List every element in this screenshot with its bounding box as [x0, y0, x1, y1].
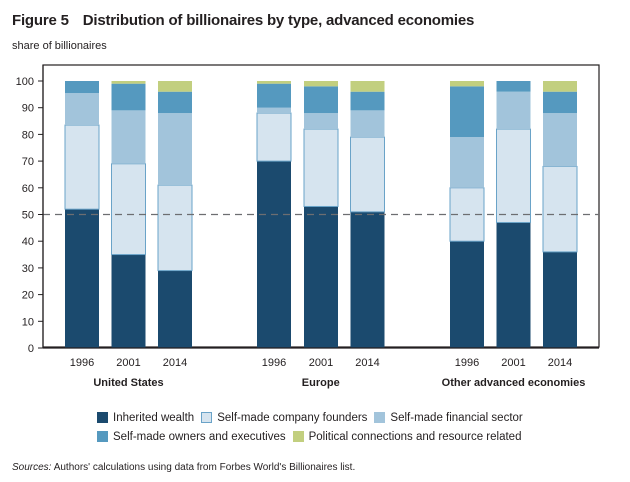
figure-title-text: Distribution of billionaires by type, ad… [82, 12, 475, 29]
x-tick-label: 1996 [70, 357, 94, 369]
sources-label: Sources: [12, 462, 52, 473]
sources-note: Sources: Authors' calculations using dat… [12, 462, 355, 473]
bar-segment [350, 81, 385, 92]
legend-swatch [97, 431, 108, 442]
bar-segment [304, 81, 338, 87]
group-label: Europe [302, 377, 340, 389]
bar-segment [158, 91, 192, 114]
bar-segment [65, 209, 99, 348]
y-tick-label: 10 [22, 316, 34, 328]
bar-segment [257, 161, 291, 348]
bar-segment [496, 91, 531, 130]
legend-item: Self-made financial sector [374, 411, 523, 424]
bar-segment [65, 93, 99, 126]
legend-swatch [97, 412, 108, 423]
y-tick-label: 50 [22, 210, 34, 222]
bar-segment [543, 81, 577, 92]
legend-item: Self-made owners and executives [97, 431, 286, 443]
x-tick-label: 1996 [262, 357, 286, 369]
legend-item: Inherited wealth [97, 412, 194, 424]
y-tick-label: 30 [22, 263, 34, 275]
y-axis-label: share of billionaires [12, 40, 107, 52]
x-tick-label: 2014 [548, 357, 572, 369]
bar-segment [350, 110, 385, 138]
bar-segment [450, 86, 484, 138]
bar-segment [111, 83, 146, 111]
group-label: Other advanced economies [442, 377, 586, 389]
y-tick-label: 90 [22, 103, 34, 115]
legend-row: Self-made owners and executives Political… [97, 427, 530, 446]
bar-segment [157, 184, 193, 272]
bar-segment [257, 81, 291, 84]
bar-segment [350, 136, 385, 213]
bar-segment [304, 206, 338, 348]
bar-segment [450, 241, 484, 348]
bar-segment [543, 91, 577, 114]
legend-item: Self-made company founders [201, 412, 367, 424]
bar-segment [257, 83, 291, 108]
x-tick-label: 2001 [116, 357, 140, 369]
bar-segment [111, 163, 146, 256]
bar-segment [111, 254, 146, 348]
x-tick-label: 1996 [455, 357, 479, 369]
x-tick-label: 2001 [309, 357, 333, 369]
legend-label: Self-made company founders [217, 411, 368, 424]
legend-swatch [201, 412, 213, 423]
legend-label: Self-made owners and executives [113, 430, 286, 443]
x-tick-label: 2014 [163, 357, 187, 369]
legend-label: Self-made financial sector [390, 411, 523, 424]
y-tick-label: 20 [22, 290, 34, 302]
bar-segment [65, 81, 99, 94]
legend-row: Inherited wealth Self-made company founde… [97, 408, 530, 427]
x-tick-label: 2001 [501, 357, 525, 369]
y-tick-label: 80 [22, 129, 34, 141]
bar-segment [496, 81, 531, 92]
bar-segment [111, 110, 146, 164]
bar-segment [350, 211, 385, 348]
bar-segment [303, 128, 339, 207]
bar-segment [158, 81, 192, 92]
y-tick-label: 60 [22, 183, 34, 195]
bar-segment [304, 113, 338, 130]
y-tick-label: 0 [28, 343, 34, 355]
bar-segment [496, 128, 531, 224]
bar-segment [64, 124, 100, 210]
legend-swatch [374, 412, 386, 423]
bar-segment [256, 112, 292, 162]
bar-segment [350, 91, 385, 111]
figure-title: Figure 5 Distribution of billionaires by … [12, 12, 474, 29]
y-tick-label: 70 [22, 156, 34, 168]
bar-segment [111, 81, 146, 84]
bar-segment [158, 270, 192, 348]
figure-number: Figure 5 [12, 12, 69, 29]
sources-text: Authors' calculations using data from Fo… [53, 462, 356, 473]
bar-segment [496, 222, 531, 348]
bar-segment [450, 137, 484, 188]
bar-segment [450, 81, 484, 87]
legend: Inherited wealth Self-made company founde… [97, 408, 530, 446]
x-tick-label: 2014 [355, 357, 379, 369]
legend-swatch [292, 431, 304, 442]
legend-label: Political connections and resource relat… [308, 430, 522, 443]
bar-segment [158, 113, 192, 186]
y-tick-label: 40 [22, 236, 34, 248]
group-label: United States [93, 377, 163, 389]
bar-segment [543, 113, 577, 167]
legend-item: Political connections and resource relat… [292, 430, 522, 443]
legend-label: Inherited wealth [113, 411, 195, 424]
bar-segment [543, 251, 577, 348]
y-tick-label: 100 [16, 76, 34, 88]
bar-segment [304, 86, 338, 114]
bar-segment [542, 165, 578, 253]
bar-segment [257, 107, 291, 114]
